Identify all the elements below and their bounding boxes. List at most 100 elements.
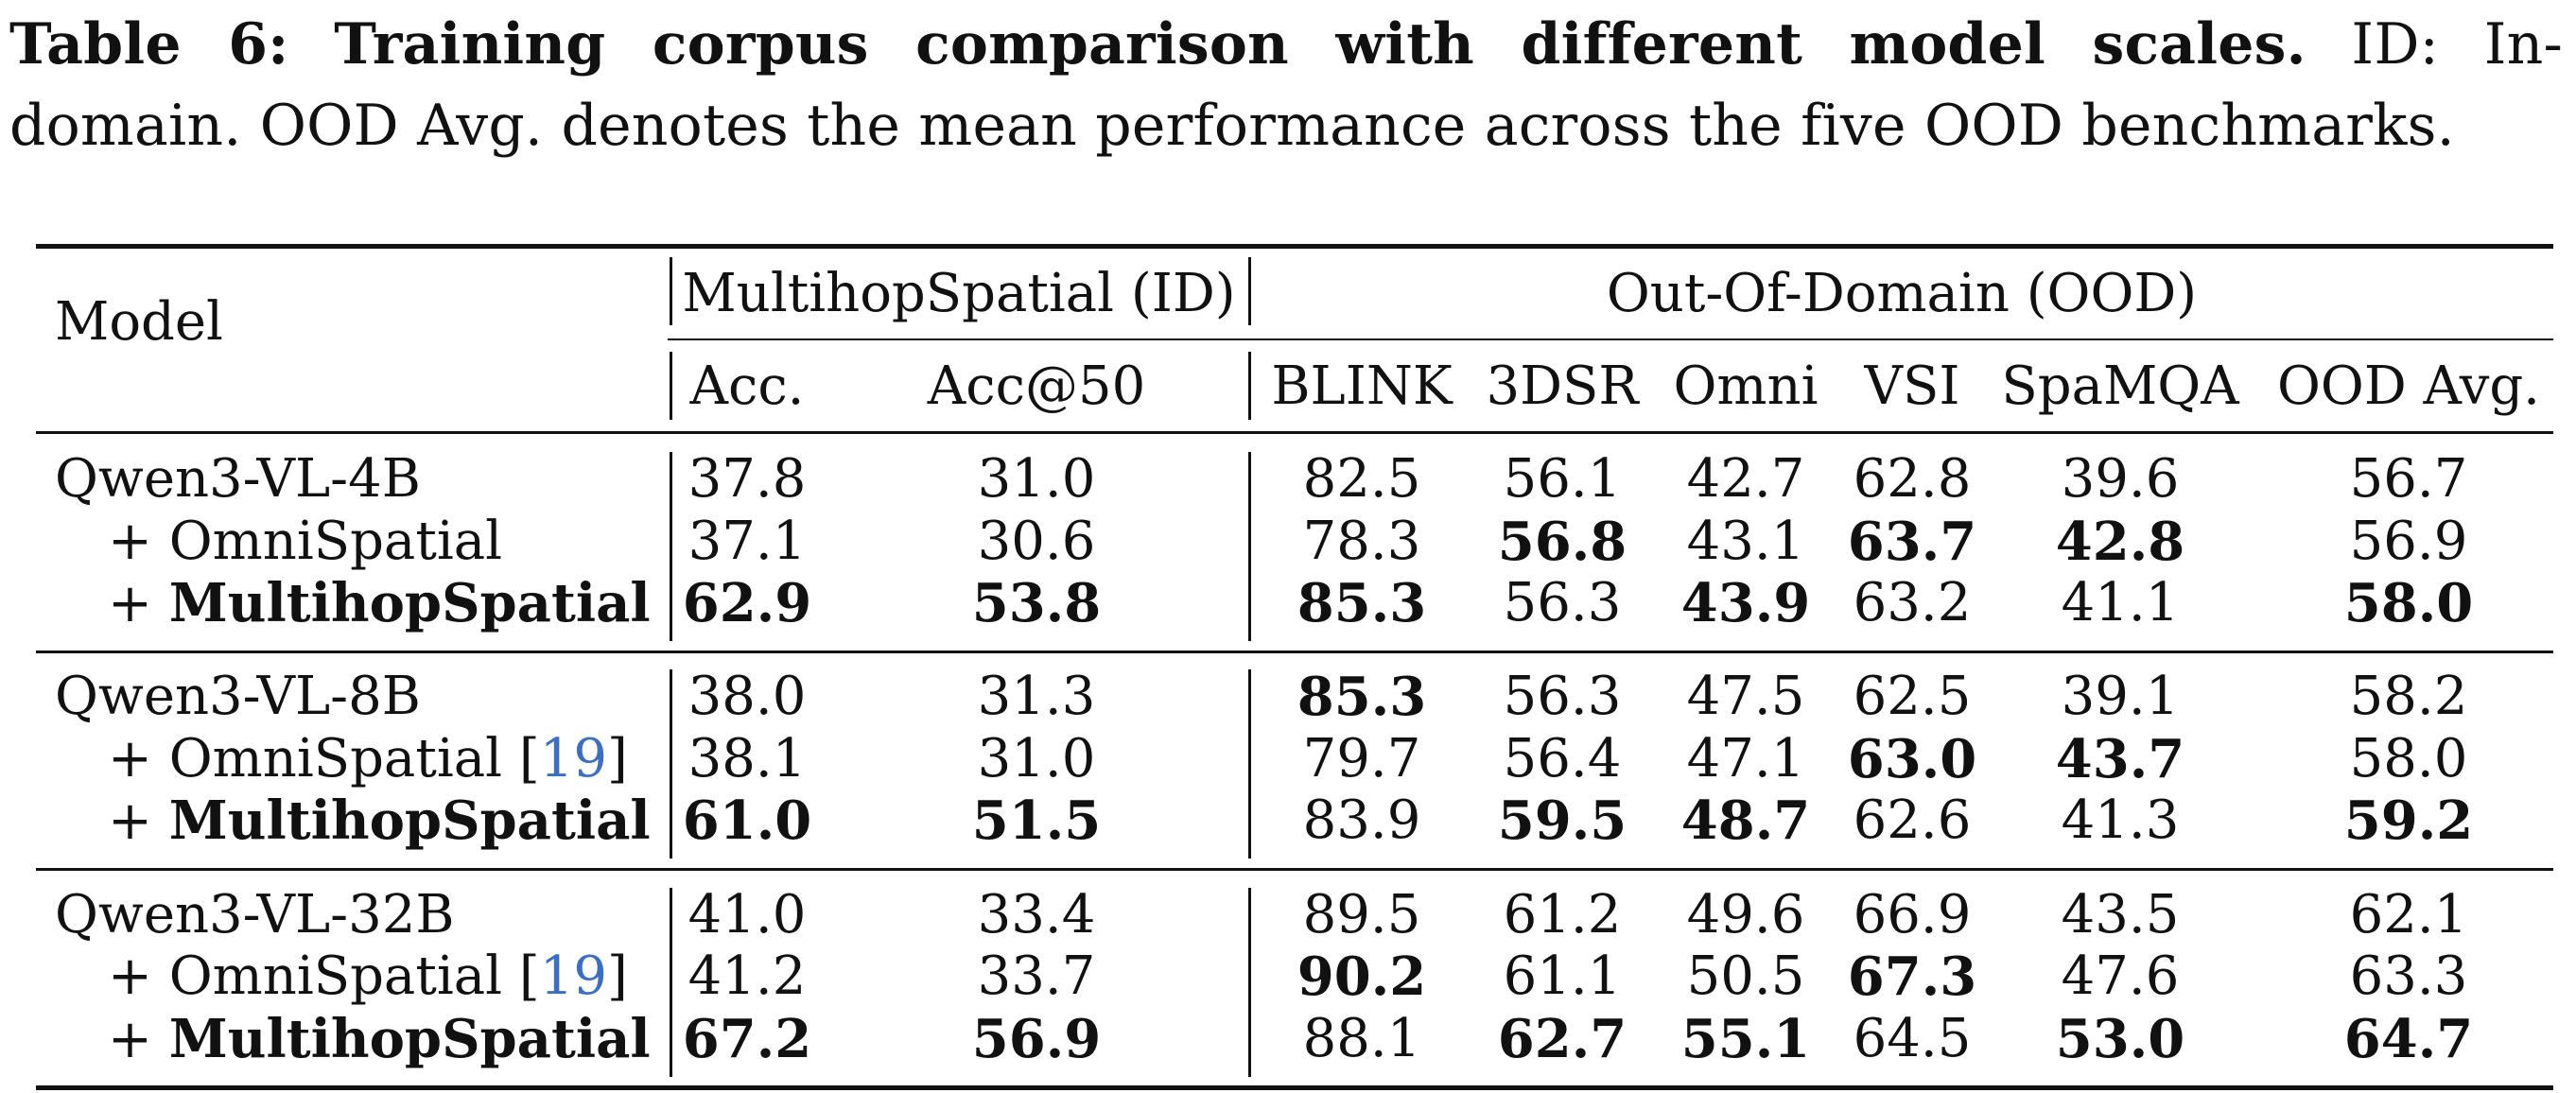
group-header-rule-id [668, 338, 1250, 340]
value-cell-spamqa: 39.1 [2061, 666, 2180, 727]
model-name: Qwen3-VL-32B [55, 884, 455, 946]
caption-title: Training corpus comparison with differen… [334, 11, 2306, 78]
column-header-acc: Acc. [689, 356, 805, 417]
value-cell-spamqa: 43.7 [2055, 728, 2185, 790]
model-prefix: + [108, 946, 152, 1007]
model-prefix: + [108, 1009, 152, 1070]
value-cell-acc50: 31.0 [977, 448, 1096, 510]
value-cell-acc50: 31.3 [977, 666, 1096, 727]
model-name-cell: + MultihopSpatial [108, 789, 651, 853]
value-cell-acc50: 33.4 [977, 884, 1096, 946]
value-cell-blink: 90.2 [1297, 946, 1427, 1008]
model-name: MultihopSpatial [168, 1008, 651, 1070]
value-cell-acc: 37.8 [688, 448, 807, 510]
caption-label: Table 6: [9, 11, 289, 78]
caption-text-2: domain. OOD Avg. denotes the mean perfor… [9, 93, 2455, 159]
value-cell-ood-avg: 63.3 [2349, 946, 2468, 1007]
model-name-cell: + OmniSpatial [108, 511, 502, 573]
model-name-cell: + OmniSpatial [19] [108, 728, 628, 789]
value-cell-vsi: 63.7 [1847, 511, 1977, 573]
vline-header-id [670, 352, 672, 420]
value-cell-acc: 37.1 [688, 511, 807, 572]
model-name: MultihopSpatial [168, 789, 651, 852]
caption-text-1: ID: In- [2351, 11, 2563, 78]
group-separator-1 [36, 651, 2553, 653]
model-prefix: + [108, 573, 152, 634]
group-header-rule-ood [1250, 338, 2553, 340]
value-cell-spamqa: 47.6 [2061, 946, 2180, 1007]
vline-group-2-ood [1248, 669, 1251, 859]
value-cell-vsi: 63.2 [1853, 572, 1972, 633]
value-cell-acc: 38.0 [688, 666, 807, 727]
value-cell-acc: 38.1 [688, 728, 807, 789]
value-cell-vsi: 64.5 [1853, 1008, 1972, 1069]
column-header-blink: BLINK [1271, 356, 1453, 417]
group-separator-2 [36, 868, 2553, 871]
value-cell-3dsr: 56.8 [1497, 511, 1627, 573]
value-cell-acc: 41.0 [688, 884, 807, 946]
vline-header-ood [1248, 352, 1251, 420]
vline-group-1-ood [1248, 452, 1251, 641]
column-header-omni: Omni [1673, 356, 1819, 417]
table-caption: Table 6: Training corpus comparison with… [9, 4, 2563, 166]
value-cell-omni: 47.5 [1686, 666, 1805, 727]
model-prefix: + [108, 790, 152, 852]
model-name: Qwen3-VL-8B [55, 666, 421, 727]
model-prefix: + [108, 511, 152, 572]
value-cell-ood-avg: 56.7 [2349, 448, 2468, 510]
model-name: OmniSpatial [168, 728, 503, 789]
vline-group-1-id [670, 452, 672, 641]
citation-link[interactable]: 19 [539, 946, 607, 1007]
model-name-cell: Qwen3-VL-8B [55, 666, 421, 728]
column-header-vsi: VSI [1864, 356, 1960, 417]
value-cell-omni: 47.1 [1686, 728, 1805, 789]
group-header-id: MultihopSpatial (ID) [682, 263, 1236, 324]
model-name: OmniSpatial [168, 511, 503, 572]
value-cell-spamqa: 39.6 [2061, 448, 2180, 510]
value-cell-ood-avg: 58.0 [2343, 572, 2474, 634]
model-name: Qwen3-VL-4B [55, 448, 421, 510]
value-cell-acc: 62.9 [682, 572, 812, 634]
caption-line-1: Table 6: Training corpus comparison with… [9, 4, 2563, 85]
value-cell-acc50: 56.9 [971, 1008, 1102, 1070]
value-cell-omni: 48.7 [1680, 789, 1811, 852]
value-cell-spamqa: 43.5 [2061, 884, 2180, 946]
value-cell-blink: 85.3 [1297, 666, 1427, 728]
value-cell-blink: 88.1 [1302, 1008, 1421, 1069]
value-cell-3dsr: 61.1 [1503, 946, 1622, 1007]
value-cell-omni: 55.1 [1680, 1008, 1811, 1070]
model-name: MultihopSpatial [168, 572, 651, 634]
header-rule [36, 431, 2553, 434]
column-header-spamqa: SpaMQA [2001, 356, 2239, 417]
value-cell-acc50: 31.0 [977, 728, 1096, 789]
vline-group-ood [1248, 257, 1251, 325]
top-rule [36, 244, 2553, 249]
value-cell-spamqa: 53.0 [2055, 1008, 2185, 1070]
value-cell-ood-avg: 56.9 [2349, 511, 2468, 572]
value-cell-acc50: 53.8 [971, 572, 1102, 634]
value-cell-blink: 79.7 [1302, 728, 1421, 789]
value-cell-omni: 49.6 [1686, 884, 1805, 946]
value-cell-3dsr: 56.4 [1503, 728, 1622, 789]
value-cell-omni: 43.1 [1686, 511, 1805, 572]
value-cell-vsi: 66.9 [1853, 884, 1972, 946]
model-name-cell: + MultihopSpatial [108, 1008, 651, 1071]
value-cell-blink: 85.3 [1297, 572, 1427, 634]
value-cell-ood-avg: 59.2 [2343, 789, 2474, 852]
column-header-acc50: Acc@50 [927, 356, 1146, 417]
value-cell-3dsr: 62.7 [1497, 1008, 1627, 1070]
value-cell-spamqa: 41.1 [2061, 572, 2180, 633]
column-header-ood-avg: OOD Avg. [2277, 356, 2540, 417]
value-cell-vsi: 67.3 [1847, 946, 1977, 1008]
vline-group-3-ood [1248, 888, 1251, 1077]
value-cell-acc50: 51.5 [971, 789, 1102, 852]
citation-link[interactable]: 19 [539, 728, 607, 789]
value-cell-acc: 61.0 [682, 789, 812, 852]
value-cell-omni: 43.9 [1680, 572, 1811, 634]
value-cell-omni: 50.5 [1686, 946, 1805, 1007]
value-cell-blink: 82.5 [1302, 448, 1421, 510]
value-cell-spamqa: 42.8 [2055, 511, 2185, 573]
group-header-ood: Out-Of-Domain (OOD) [1606, 263, 2198, 324]
value-cell-ood-avg: 58.2 [2349, 666, 2468, 727]
value-cell-acc50: 30.6 [977, 511, 1096, 572]
